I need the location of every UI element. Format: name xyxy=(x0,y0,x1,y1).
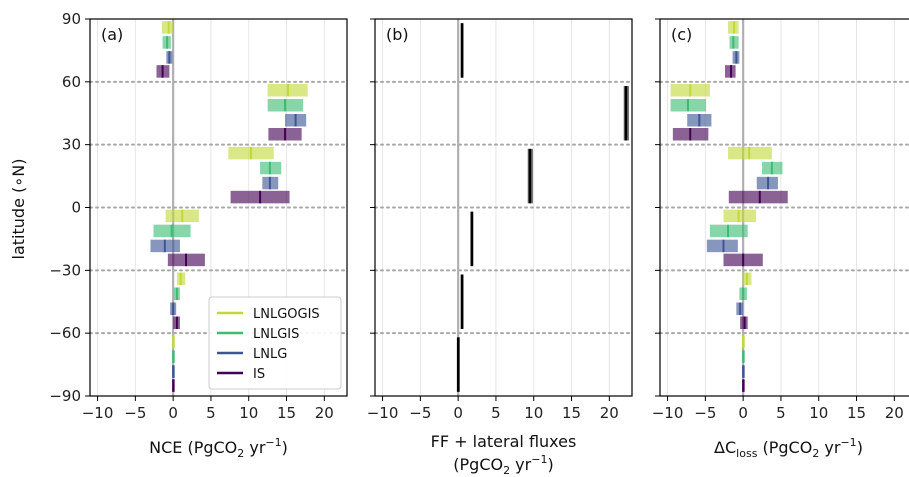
x-tick-label: 0 xyxy=(168,404,178,422)
panel-label: (a) xyxy=(101,25,123,44)
x-tick-label: −5 xyxy=(694,404,716,422)
x-axis-label: FF + lateral fluxes xyxy=(431,432,577,451)
y-tick-label: 60 xyxy=(62,73,81,91)
x-tick-label: 15 xyxy=(277,404,296,422)
legend-entry: LNLGOGIS xyxy=(253,307,320,322)
panel-a: −10 −5 0 5 10 15 20 90 60 30 0 −30 −60 −90 (a) NCE (PgC… xyxy=(49,10,348,460)
y-tick-label: 30 xyxy=(62,136,81,154)
x-tick-label: 5 xyxy=(206,404,216,422)
x-tick-label: 10 xyxy=(809,404,828,422)
x-tick-label: 10 xyxy=(239,404,258,422)
x-tick-label: −5 xyxy=(409,404,431,422)
legend-box xyxy=(208,296,342,390)
legend-entry: IS xyxy=(253,367,265,382)
x-tick-label: 15 xyxy=(562,404,581,422)
x-tick-label: 5 xyxy=(776,404,786,422)
legend-entry: LNLGIS xyxy=(253,327,299,342)
bar xyxy=(706,239,738,253)
y-axis-label: latitude (∘N) xyxy=(9,159,28,260)
y-tick-label: −60 xyxy=(49,324,81,342)
x-tick-label: −10 xyxy=(367,404,399,422)
x-tick-label: 20 xyxy=(315,404,334,422)
panel-label: (c) xyxy=(671,25,692,44)
panel-c: −10 −5 0 5 10 15 20 (c) ΔCloss (PgCO2 yr−1) xyxy=(652,18,909,460)
bar xyxy=(728,190,788,204)
x-tick-label: 20 xyxy=(885,404,904,422)
x-tick-label: −10 xyxy=(652,404,684,422)
y-tick-label: 0 xyxy=(71,199,81,217)
x-tick-label: 15 xyxy=(847,404,866,422)
x-tick-label: 20 xyxy=(600,404,619,422)
bar xyxy=(161,21,174,34)
x-axis-label-line2: (PgCO2 yr−1) xyxy=(453,453,553,477)
panel-label: (b) xyxy=(386,25,409,44)
x-tick-label: 0 xyxy=(453,404,463,422)
y-tick-label: −90 xyxy=(49,387,81,405)
x-tick-label: −10 xyxy=(82,404,114,422)
panel-b: −10 −5 0 5 10 15 20 (b) FF + lateral fluxes (PgCO… xyxy=(367,18,633,477)
legend-entry: LNLG xyxy=(253,347,287,362)
y-tick-label: −30 xyxy=(49,261,81,279)
x-axis-label: ΔCloss (PgCO2 yr−1) xyxy=(714,436,863,460)
x-axis-label: NCE (PgCO2 yr−1) xyxy=(149,436,288,460)
y-tick-label: 90 xyxy=(62,10,81,28)
x-tick-label: 0 xyxy=(738,404,748,422)
x-tick-label: −5 xyxy=(124,404,146,422)
bar xyxy=(723,209,756,223)
x-tick-label: 5 xyxy=(491,404,501,422)
x-tick-label: 10 xyxy=(524,404,543,422)
